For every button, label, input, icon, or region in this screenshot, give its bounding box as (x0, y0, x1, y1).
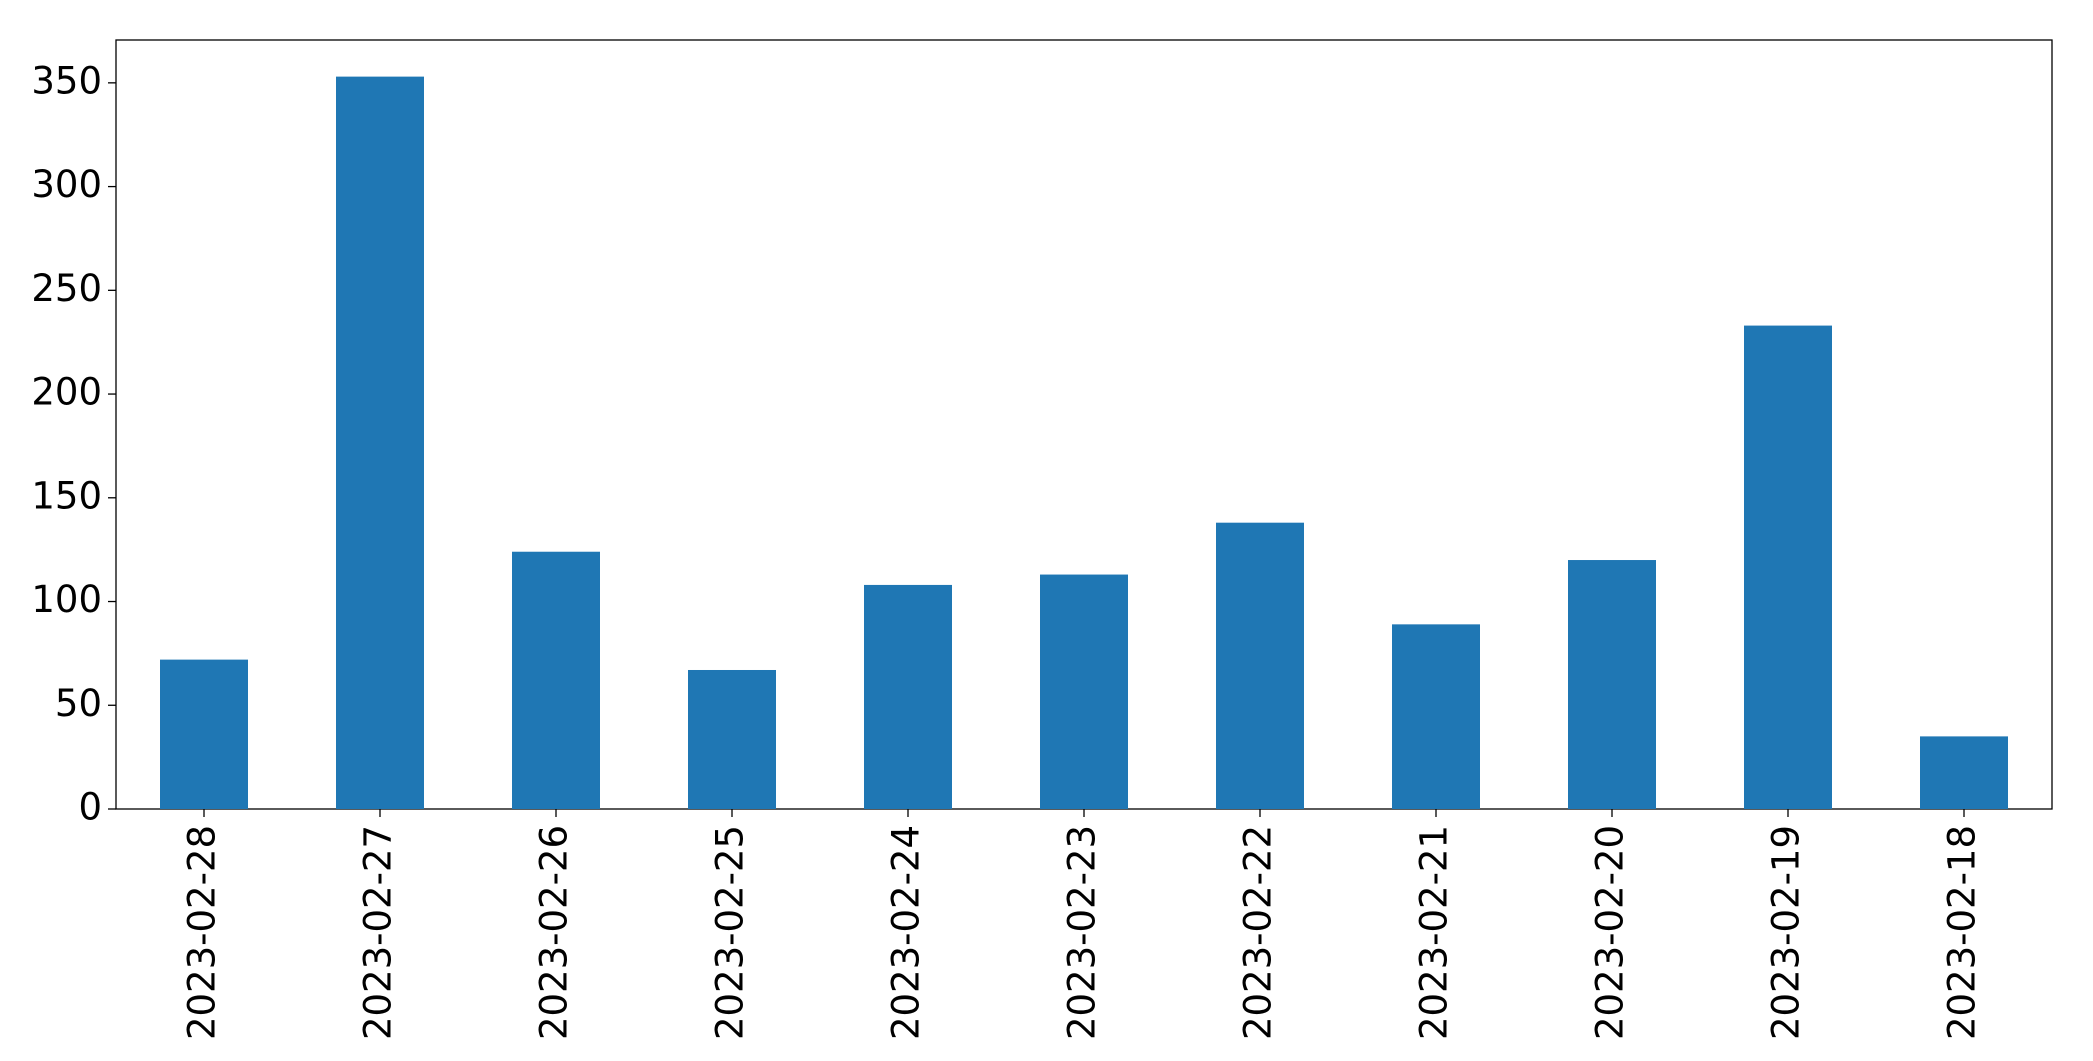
bar (512, 551, 600, 809)
y-tick-label: 200 (31, 371, 102, 414)
x-tick-label: 2023-02-23 (1061, 825, 1104, 1040)
bar (1216, 522, 1304, 809)
x-tick-label: 2023-02-22 (1237, 825, 1280, 1040)
y-tick-label: 250 (31, 267, 102, 310)
y-tick-label: 50 (55, 682, 102, 725)
x-tick-label: 2023-02-18 (1941, 825, 1984, 1040)
bar (1392, 624, 1480, 809)
y-tick-label: 300 (31, 163, 102, 206)
x-tick-label: 2023-02-20 (1589, 825, 1632, 1040)
bar (1568, 560, 1656, 809)
y-tick-label: 0 (78, 786, 102, 829)
x-tick-label: 2023-02-24 (885, 825, 928, 1040)
x-tick-label: 2023-02-26 (533, 825, 576, 1040)
x-tick-label: 2023-02-19 (1765, 825, 1808, 1040)
x-tick-label: 2023-02-27 (357, 825, 400, 1040)
y-tick-label: 150 (31, 474, 102, 517)
bar (336, 76, 424, 810)
bar (160, 659, 248, 809)
bar (864, 584, 952, 809)
bar (1744, 325, 1832, 809)
x-tick-label: 2023-02-25 (709, 825, 752, 1040)
bar (1920, 736, 2008, 809)
bar (1040, 574, 1128, 809)
x-tick-label: 2023-02-21 (1413, 825, 1456, 1040)
y-tick-label: 350 (31, 59, 102, 102)
bar (688, 669, 776, 809)
y-tick-label: 100 (31, 578, 102, 621)
x-tick-label: 2023-02-28 (181, 825, 224, 1040)
